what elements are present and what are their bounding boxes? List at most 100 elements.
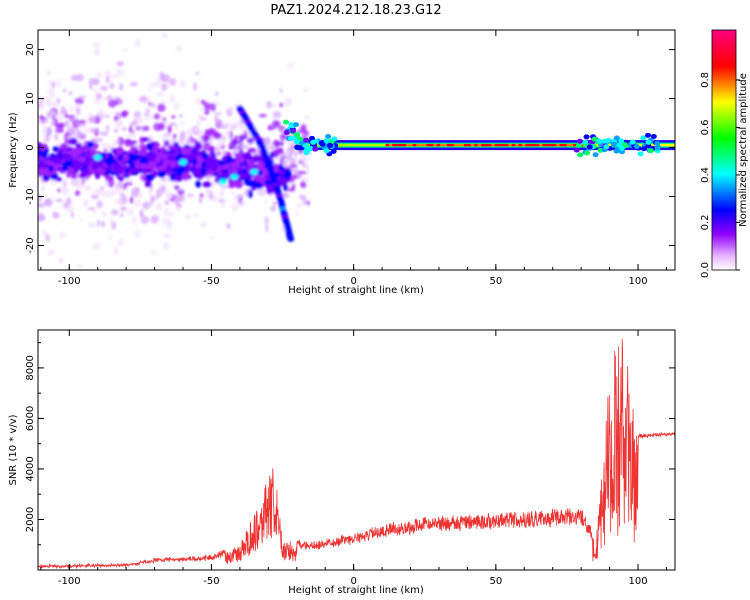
carrier-end-blob [644,132,651,138]
noise-blob [89,82,93,90]
band-blob [231,162,239,167]
noise-blob [243,130,248,139]
carrier-core [371,143,376,147]
noise-blob [100,113,107,118]
noise-blob [90,127,95,134]
carrier-end-blob [654,140,661,146]
noise-blob [120,205,127,212]
noise-blob [258,113,267,118]
noise-blob [170,115,176,119]
noise-blob [219,190,224,199]
noise-blob [270,205,277,212]
band-blob [163,159,169,168]
y-tick-label: 10 [25,92,36,105]
carrier-end-blob [645,139,652,145]
noise-blob [228,106,235,112]
band-blob [84,173,91,178]
noise-blob [231,190,235,196]
noise-blob [266,218,270,223]
noise-blob [228,125,236,130]
noise-blob [215,91,219,97]
noise-blob [106,94,113,101]
noise-blob [198,196,203,204]
band-blob [84,156,91,166]
noise-blob [257,189,267,197]
carrier-core [378,143,383,147]
noise-blob [173,102,180,110]
noise-blob [132,216,137,225]
band-blob [138,149,148,157]
noise-blob [123,48,129,52]
snr-series [38,338,675,570]
noise-blob [233,135,240,139]
carrier-core [440,143,445,147]
snr-frame [37,329,676,571]
noise-blob [221,200,225,209]
band-blob [202,181,212,188]
carrier-core [307,143,312,147]
carrier-core [522,143,527,147]
noise-blob [107,189,115,198]
band-blob [228,182,235,189]
noise-blob [194,127,199,133]
noise-blob [92,210,97,214]
noise-blob [163,232,172,239]
x-tick-label: -50 [203,276,219,287]
noise-blob [200,99,207,105]
carrier-end-blob [596,138,603,144]
carrier-core [672,143,675,147]
colorbar-tick-label: 0.0 [700,262,711,278]
noise-blob [263,200,268,204]
band-blob [147,153,156,162]
noise-blob [62,178,69,183]
noise-blob [161,217,171,226]
noise-blob [173,195,182,201]
band-blob [188,162,194,169]
carrier-core [491,143,496,147]
noise-blob [56,83,62,87]
carrier-core [399,143,404,147]
noise-blob [303,115,310,120]
band-blob [55,177,63,182]
noise-blob [162,117,167,122]
band-blob [247,147,257,153]
carrier-core [607,143,612,147]
noise-blob [72,177,79,185]
carrier-start-blob [330,148,337,154]
noise-blob [107,145,113,152]
carrier-core [405,143,410,147]
noise-blob [158,276,167,283]
noise-blob [263,136,271,146]
colorbar-frame [711,29,737,271]
band-blob [231,167,239,174]
noise-blob [142,201,151,210]
noise-blob [281,192,290,199]
noise-blob [140,215,150,224]
noise-blob [208,191,214,201]
band-blob [124,168,130,174]
band-blob [40,150,49,159]
noise-blob [96,72,102,79]
noise-blob [121,126,127,132]
noise-blob [128,125,133,134]
band-blob [141,137,150,142]
bright-spot [230,173,239,180]
band-blob [42,175,50,180]
carrier-core [528,143,533,147]
noise-blob [207,127,216,135]
noise-blob [117,137,125,146]
noise-blob [222,150,227,156]
spectrogram-frame [37,29,676,271]
noise-blob [74,103,81,109]
noise-blob [187,130,194,134]
noise-blob [125,134,130,138]
noise-blob [171,290,174,294]
noise-blob [213,132,222,140]
noise-blob [55,128,65,134]
band-blob [72,158,78,167]
noise-blob [139,130,144,134]
y-tick-label: 2000 [25,507,36,532]
noise-blob [106,124,110,133]
noise-blob [87,116,97,124]
